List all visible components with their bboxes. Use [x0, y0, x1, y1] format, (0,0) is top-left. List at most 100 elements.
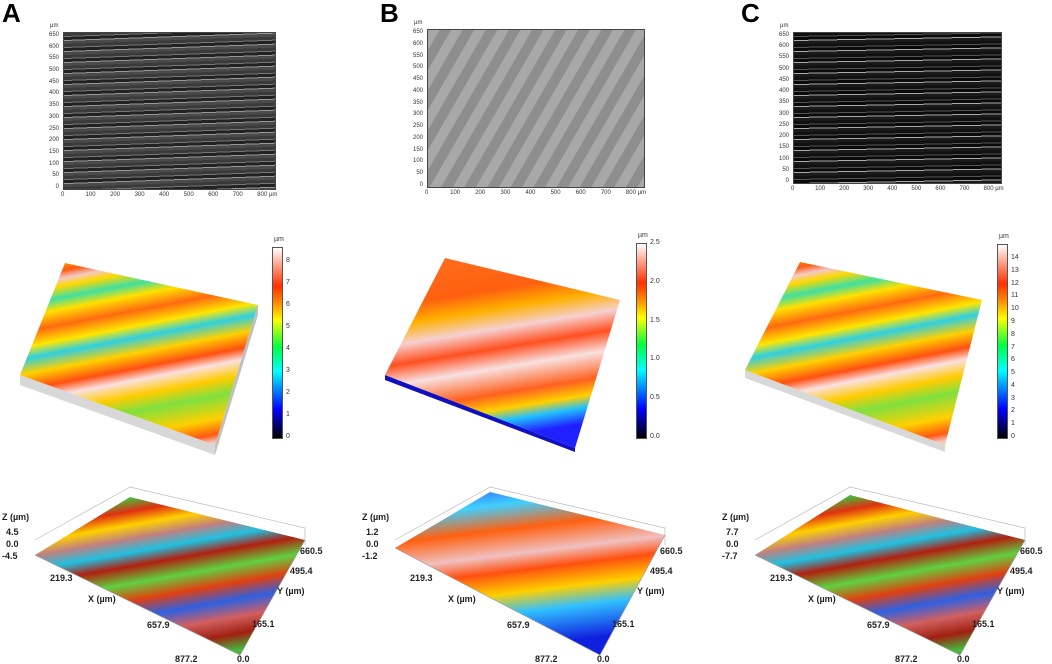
colorbar-unit: µm — [638, 232, 648, 239]
micrograph-x-tick: 300 — [134, 192, 145, 198]
plot3d-c — [754, 486, 1026, 656]
z-axis-tick: 0.0 — [6, 539, 19, 549]
colorbar-tick: 1 — [1011, 420, 1015, 428]
colorbar-tick: 5 — [1011, 369, 1015, 377]
micrograph-y-tick: 650 — [778, 32, 789, 38]
x-axis-tick: 877.2 — [535, 654, 558, 664]
x-axis-label: X (µm) — [808, 594, 836, 604]
y-axis-label: Y (µm) — [277, 586, 305, 596]
surface-base-a-side — [215, 305, 258, 455]
micrograph-x-tick: 100 — [450, 190, 461, 196]
z-axis-tick: -7.7 — [722, 551, 738, 561]
micrograph-x-tick: 700 — [232, 192, 243, 198]
micrograph-x-tick: 300 — [863, 186, 874, 192]
micrograph-x-tick: 800 µm — [257, 192, 278, 198]
colorbar-tick: 6 — [286, 301, 290, 308]
micrograph-y-tick: 0 — [419, 182, 423, 188]
colorbar-tick: 1 — [286, 411, 290, 418]
colorbar-tick: 1.0 — [650, 355, 660, 363]
x-axis-tick: 877.2 — [175, 654, 198, 664]
micrograph-y-tick: 100 — [778, 155, 789, 162]
y-axis-tick: 165.1 — [972, 619, 995, 629]
plot3d-a — [34, 486, 306, 656]
micrograph-y-tick: 600 — [48, 43, 59, 50]
micrograph-x-tick: 300 — [500, 190, 511, 196]
micrograph-y-tick: 0 — [55, 184, 59, 190]
surface-base-a — [20, 375, 215, 455]
micrograph-y-tick: 450 — [778, 76, 789, 83]
micrograph-y-tick: 150 — [412, 146, 423, 153]
colorbar-tick: 4 — [1011, 381, 1015, 389]
colorbar-tick: 7 — [286, 279, 290, 286]
micrograph-y-tick: 600 — [412, 40, 423, 47]
panel-label: C — [741, 0, 760, 28]
micrograph-y-tick: 200 — [48, 137, 59, 144]
micrograph-y-tick: 500 — [778, 65, 789, 72]
micrograph-y-tick: 500 — [48, 67, 59, 74]
micrograph-x-tick: 0 — [61, 192, 65, 198]
micrograph-x-tick: 600 — [575, 190, 586, 196]
x-axis-tick: 219.3 — [410, 573, 433, 583]
colorbar-tick: 12 — [1011, 279, 1019, 287]
y-axis-tick: 0.0 — [597, 654, 610, 664]
micrograph-y-tick: 150 — [48, 148, 59, 155]
surface-map-b — [385, 258, 620, 448]
panel-label: A — [2, 0, 21, 28]
y-axis-tick: 165.1 — [612, 619, 635, 629]
x-axis-tick: 657.9 — [507, 620, 530, 630]
micrograph-x-tick: 800 µm — [983, 186, 1004, 192]
micrograph-x-tick: 0 — [425, 190, 429, 196]
surface-3d-b — [395, 492, 665, 655]
micrograph-y-tick: 300 — [412, 111, 423, 118]
micrograph-y-tick: 300 — [48, 113, 59, 120]
micrograph-x-tick: 500 — [911, 186, 922, 192]
y-axis-tick: 660.5 — [1020, 546, 1043, 556]
micrograph-y-tick: 650 — [48, 32, 59, 38]
micrograph-y-tick: 650 — [412, 29, 423, 35]
y-axis-tick: 495.4 — [1010, 566, 1033, 576]
colorbar — [636, 243, 647, 439]
micrograph-y-tick: 200 — [778, 133, 789, 140]
micrograph-y-tick: 350 — [778, 99, 789, 106]
colorbar — [272, 247, 283, 439]
colorbar-tick: 3 — [1011, 394, 1015, 402]
z-axis-tick: -4.5 — [2, 551, 18, 561]
micrograph-x-tick: 800 µm — [625, 190, 647, 196]
micrograph-y-tick: 500 — [412, 64, 423, 71]
x-axis-label: X (µm) — [88, 594, 116, 604]
y-axis-tick: 0.0 — [957, 654, 970, 664]
y-axis-tick: 495.4 — [650, 566, 673, 576]
colorbar-tick: 14 — [1011, 254, 1019, 261]
x-axis-label: X (µm) — [448, 594, 476, 604]
micrograph-y-tick: 550 — [412, 52, 423, 59]
colorbar-tick: 2 — [1011, 407, 1015, 415]
micrograph-y-tick: 250 — [778, 121, 789, 128]
micrograph-x-tick: 400 — [525, 190, 536, 196]
micrograph-x-tick: 200 — [475, 190, 486, 196]
x-axis-tick: 877.2 — [895, 654, 918, 664]
micrograph-x-tick: 600 — [935, 186, 946, 192]
micrograph-y-tick: 250 — [412, 123, 423, 130]
y-axis-label: Y (µm) — [997, 586, 1025, 596]
z-axis-tick: 7.7 — [726, 527, 739, 537]
micrograph-y-tick: 400 — [778, 88, 789, 95]
micrograph-x-tick: 700 — [600, 190, 611, 196]
micrograph-x-tick: 500 — [183, 192, 194, 198]
micrograph-x-tick: 200 — [110, 192, 121, 198]
colorbar-tick: 6 — [1011, 356, 1015, 364]
colorbar-tick: 2.5 — [650, 239, 660, 246]
surface-base-c — [745, 370, 945, 452]
colorbar-tick: 10 — [1011, 305, 1019, 313]
z-axis-tick: -1.2 — [362, 551, 378, 561]
colorbar-tick: 5 — [286, 323, 290, 330]
colorbar-tick: 1.5 — [650, 316, 660, 324]
colorbar — [997, 244, 1008, 439]
micrograph-image — [427, 29, 645, 188]
micrograph-x-tick: 100 — [815, 186, 826, 192]
micrograph-x-tick: 100 — [85, 192, 96, 198]
surface-map-a — [20, 263, 258, 445]
micrograph-y-tick: 50 — [416, 170, 423, 177]
plot3d-b — [394, 486, 666, 656]
surface-map-c — [745, 262, 982, 445]
micrograph-y-tick: 50 — [52, 172, 59, 179]
